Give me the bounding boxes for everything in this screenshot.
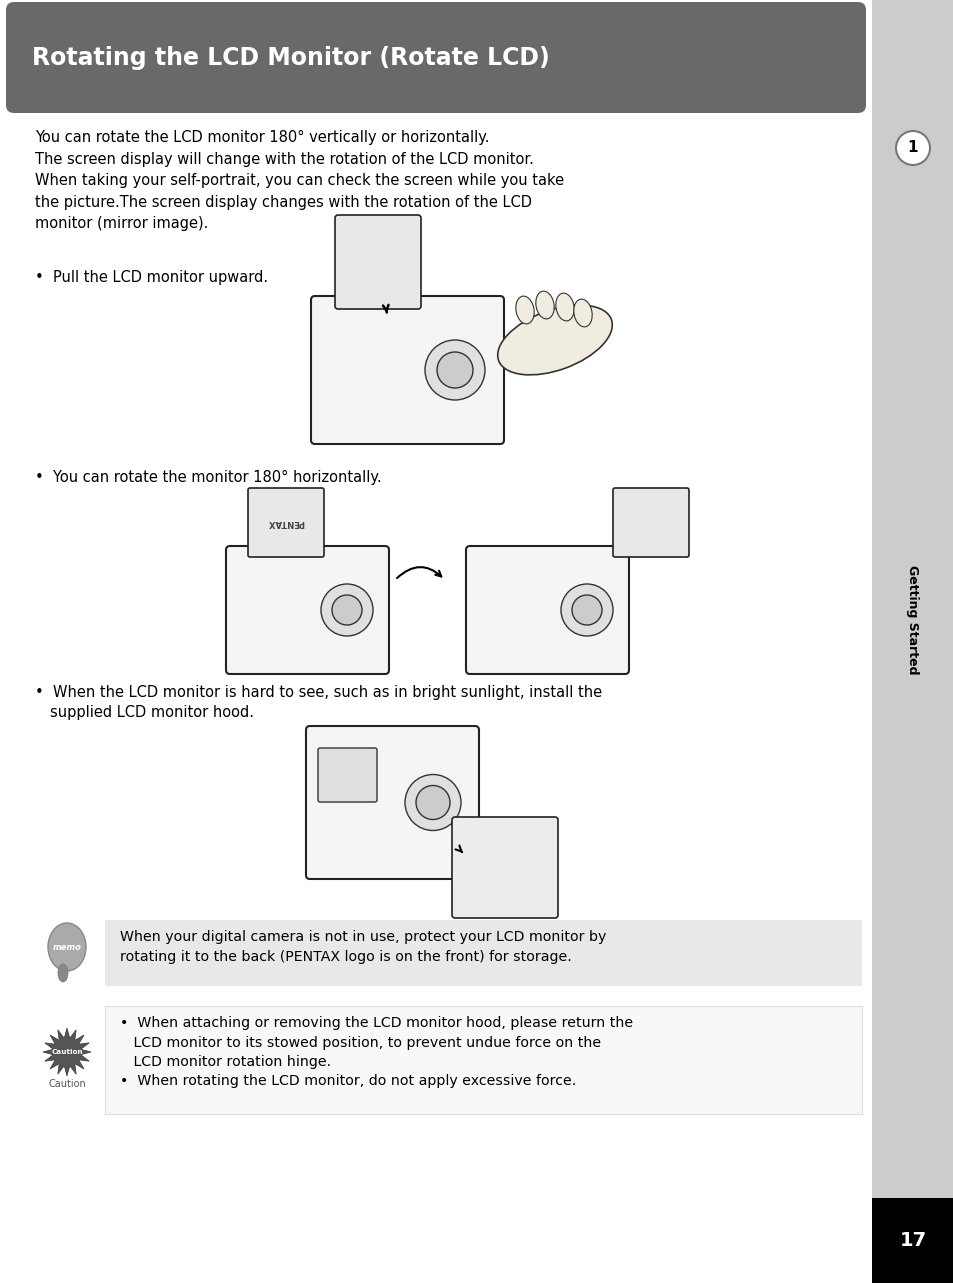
FancyBboxPatch shape — [317, 748, 376, 802]
FancyBboxPatch shape — [311, 296, 503, 444]
FancyBboxPatch shape — [306, 726, 478, 879]
Circle shape — [424, 340, 484, 400]
Text: 17: 17 — [899, 1230, 925, 1250]
Text: Getting Started: Getting Started — [905, 566, 919, 675]
Bar — [871, 1198, 953, 1283]
Text: •  When the LCD monitor is hard to see, such as in bright sunlight, install the: • When the LCD monitor is hard to see, s… — [35, 685, 601, 701]
Text: Rotating the LCD Monitor (Rotate LCD): Rotating the LCD Monitor (Rotate LCD) — [32, 45, 549, 69]
Circle shape — [572, 595, 601, 625]
Bar — [105, 1006, 862, 1114]
Text: PENTAX: PENTAX — [267, 518, 304, 527]
Circle shape — [405, 775, 460, 830]
Ellipse shape — [573, 299, 592, 327]
FancyBboxPatch shape — [452, 817, 558, 919]
Circle shape — [332, 595, 361, 625]
FancyBboxPatch shape — [226, 547, 389, 674]
Ellipse shape — [58, 964, 68, 981]
Bar — [105, 920, 862, 987]
Text: memo: memo — [52, 943, 81, 952]
Circle shape — [436, 352, 473, 387]
Bar — [871, 0, 953, 1283]
Text: 1: 1 — [907, 141, 918, 155]
Circle shape — [320, 584, 373, 636]
Text: When your digital camera is not in use, protect your LCD monitor by
rotating it : When your digital camera is not in use, … — [120, 930, 606, 964]
Text: •  You can rotate the monitor 180° horizontally.: • You can rotate the monitor 180° horizo… — [35, 470, 381, 485]
FancyBboxPatch shape — [465, 547, 628, 674]
Circle shape — [416, 785, 450, 820]
Circle shape — [560, 584, 613, 636]
Text: supplied LCD monitor hood.: supplied LCD monitor hood. — [50, 704, 253, 720]
Text: •  When attaching or removing the LCD monitor hood, please return the
   LCD mon: • When attaching or removing the LCD mon… — [120, 1016, 633, 1088]
Circle shape — [895, 131, 929, 166]
Ellipse shape — [516, 296, 534, 323]
FancyBboxPatch shape — [335, 216, 420, 309]
Ellipse shape — [536, 291, 554, 319]
Text: You can rotate the LCD monitor 180° vertically or horizontally.
The screen displ: You can rotate the LCD monitor 180° vert… — [35, 130, 563, 231]
FancyBboxPatch shape — [6, 3, 865, 113]
Text: •  Pull the LCD monitor upward.: • Pull the LCD monitor upward. — [35, 269, 268, 285]
FancyBboxPatch shape — [613, 488, 688, 557]
Ellipse shape — [48, 922, 86, 971]
FancyBboxPatch shape — [248, 488, 324, 557]
Text: Caution: Caution — [51, 1049, 83, 1055]
Ellipse shape — [556, 293, 574, 321]
Polygon shape — [43, 1028, 91, 1076]
Ellipse shape — [497, 305, 612, 375]
Text: Caution: Caution — [48, 1079, 86, 1089]
